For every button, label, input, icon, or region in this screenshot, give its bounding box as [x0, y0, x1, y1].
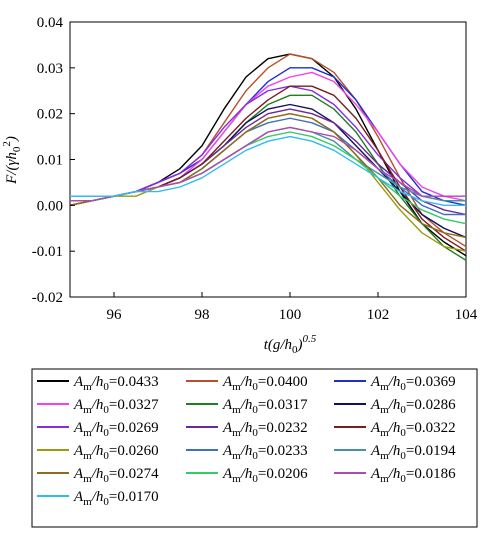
legend-item: Am/h0=0.0260 — [37, 443, 159, 462]
y-tick-label: 0.04 — [37, 15, 64, 31]
y-tick-label: 0.00 — [37, 198, 63, 214]
series-line-6 — [70, 85, 466, 202]
legend-label: Am/h0=0.0260 — [73, 443, 159, 462]
legend-item: Am/h0=0.0233 — [186, 443, 308, 462]
legend-item: Am/h0=0.0433 — [37, 374, 159, 393]
x-tick-label: 104 — [455, 307, 478, 323]
series-line-13 — [70, 131, 467, 225]
series-line-0 — [69, 53, 467, 257]
legend-item: Am/h0=0.0269 — [37, 420, 159, 439]
y-tick-label: -0.02 — [32, 290, 63, 306]
x-axis-title: t(g/h0)0.5 — [264, 333, 317, 356]
legend-item: Am/h0=0.0232 — [186, 420, 308, 439]
y-tick-label: 0.03 — [37, 61, 63, 77]
legend-item: Am/h0=0.0317 — [186, 397, 308, 416]
legend-item: Am/h0=0.0186 — [334, 466, 456, 485]
legend-item: Am/h0=0.0369 — [334, 374, 456, 393]
legend-label: Am/h0=0.0269 — [73, 420, 159, 439]
legend-label: Am/h0=0.0327 — [73, 397, 159, 416]
x-tick-label: 102 — [367, 307, 390, 323]
y-axis-title: F/(γh02) — [1, 136, 23, 185]
legend-label: Am/h0=0.0206 — [222, 466, 308, 485]
legend-label: Am/h0=0.0194 — [370, 443, 456, 462]
legend-item: Am/h0=0.0400 — [186, 374, 308, 393]
y-axis-ticks: -0.02 -0.01 0.00 0.01 0.02 0.03 0.04 — [32, 15, 75, 306]
x-tick-label: 98 — [195, 307, 210, 323]
series-line-9 — [69, 112, 467, 252]
y-tick-label: -0.01 — [32, 244, 63, 260]
legend-label: Am/h0=0.0233 — [222, 443, 308, 462]
legend-label: Am/h0=0.0232 — [222, 420, 308, 439]
legend-label: Am/h0=0.0186 — [370, 466, 456, 485]
plot-frame — [69, 21, 467, 298]
legend-label: Am/h0=0.0286 — [370, 397, 456, 416]
x-tick-label: 100 — [279, 307, 302, 323]
legend-item: Am/h0=0.0170 — [37, 489, 159, 508]
legend-label: Am/h0=0.0317 — [222, 397, 308, 416]
x-tick-label: 96 — [107, 307, 123, 323]
legend-label: Am/h0=0.0433 — [73, 374, 159, 393]
series-line-15 — [70, 135, 466, 207]
legend-item: Am/h0=0.0327 — [37, 397, 159, 416]
series-line-4 — [70, 94, 467, 261]
legend-label: Am/h0=0.0369 — [370, 374, 456, 393]
series-layer — [69, 53, 467, 261]
legend-item: Am/h0=0.0274 — [37, 466, 159, 485]
legend-item: Am/h0=0.0206 — [186, 466, 308, 485]
plot-area: 96 98 100 102 104 -0.02 -0.01 0.00 0.01 0.02 0.03… — [32, 15, 478, 323]
legend: Am/h0=0.0433 Am/h0=0.0400 Am/h0=0.0369 Am/h… — [31, 368, 478, 528]
legend-label: Am/h0=0.0274 — [73, 466, 159, 485]
legend-item: Am/h0=0.0194 — [334, 443, 456, 462]
legend-frame — [31, 368, 478, 528]
legend-label: Am/h0=0.0170 — [73, 489, 159, 508]
legend-item: Am/h0=0.0286 — [334, 397, 456, 416]
series-line-8 — [70, 85, 467, 252]
legend-item: Am/h0=0.0322 — [334, 420, 456, 439]
legend-label: Am/h0=0.0400 — [222, 374, 308, 393]
series-line-11 — [70, 126, 466, 202]
y-tick-label: 0.01 — [37, 153, 63, 169]
x-axis-ticks: 96 98 100 102 104 — [107, 292, 478, 323]
y-tick-label: 0.02 — [37, 107, 63, 123]
legend-label: Am/h0=0.0322 — [370, 420, 456, 439]
